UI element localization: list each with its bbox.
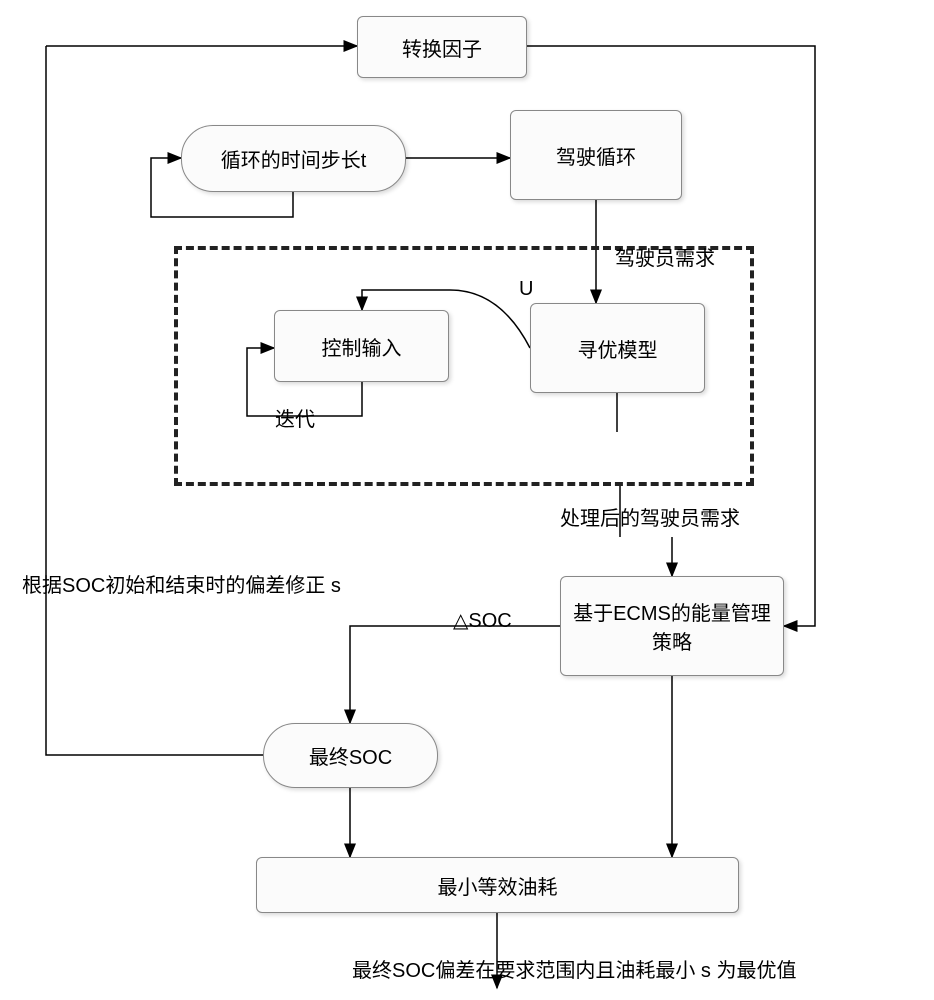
edge-label-delta-soc: △SOC <box>453 608 512 633</box>
node-label: 循环的时间步长t <box>221 144 367 173</box>
node-optimization-model: 寻优模型 <box>530 303 705 393</box>
node-driving-cycle: 驾驶循环 <box>510 110 682 200</box>
node-cycle-timestep: 循环的时间步长t <box>181 125 406 192</box>
edge-label-driver-demand: 驾驶员需求 <box>615 242 715 271</box>
node-label: 转换因子 <box>402 33 482 62</box>
edge-label-soc-correction: 根据SOC初始和结束时的偏差修正 s <box>22 569 341 598</box>
edge-label-u: U <box>519 278 533 301</box>
node-final-soc: 最终SOC <box>263 723 438 788</box>
node-label: 寻优模型 <box>578 334 658 363</box>
flowchart-edges <box>0 0 934 1000</box>
node-label: 最终SOC <box>309 741 392 770</box>
node-label: 最小等效油耗 <box>438 871 558 900</box>
edge-label-processed-demand: 处理后的驾驶员需求 <box>560 502 740 531</box>
node-label: 驾驶循环 <box>556 141 636 170</box>
output-label-optimal-s: 最终SOC偏差在要求范围内且油耗最小 s 为最优值 <box>352 954 796 983</box>
node-control-input: 控制输入 <box>274 310 449 382</box>
node-ecms-strategy: 基于ECMS的能量管理策略 <box>560 576 784 676</box>
node-conversion-factor: 转换因子 <box>357 16 527 78</box>
node-min-equiv-fuel: 最小等效油耗 <box>256 857 739 913</box>
node-label: 基于ECMS的能量管理策略 <box>569 597 775 655</box>
node-label: 控制输入 <box>322 332 402 361</box>
edge-label-iterate: 迭代 <box>275 403 315 432</box>
